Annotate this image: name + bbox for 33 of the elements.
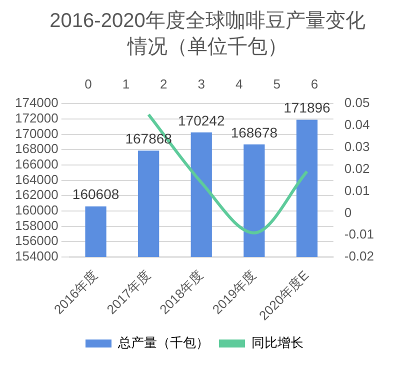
y2-tick-label: 0 [344,204,352,220]
y2-tick-label: 0.02 [344,160,370,176]
y2-tick-label: 0.05 [344,95,370,110]
y-tick-label: 156000 [14,233,58,248]
y2-tick-label: 0.03 [344,139,370,154]
y-tick-label: 164000 [14,172,58,187]
x2-tick-label: 3 [198,76,205,92]
x2-tick-label: 4 [235,76,243,92]
y-tick-label: 160000 [14,202,58,218]
y2-tick-label: -0.01 [344,226,374,242]
x2-tick-label: 5 [273,76,280,92]
y-tick-label: 170000 [14,126,58,141]
data-label: 171896 [284,100,331,116]
y-tick-label: 166000 [14,156,58,172]
y-tick-label: 158000 [14,218,58,233]
data-label: 170242 [178,112,225,128]
y2-tick-label: -0.02 [344,248,374,264]
y-tick-label: 168000 [14,141,58,156]
y-tick-label: 174000 [14,95,58,110]
legend-label: 总产量（千包） [117,335,209,350]
data-label: 168678 [230,124,278,140]
y2-tick-label: 0.01 [344,182,370,198]
y-tick-label: 172000 [14,110,58,126]
x2-tick-label: 2 [160,76,168,92]
data-label: 160608 [72,186,120,202]
y2-tick-label: 0.04 [344,117,370,132]
x2-tick-label: 6 [310,76,318,92]
x2-tick-label: 0 [84,76,92,92]
y-tick-label: 162000 [14,187,58,202]
chart-title: 2016-2020年度全球咖啡豆产量变化情况（单位千包） [48,9,366,60]
x2-tick-label: 1 [122,76,130,92]
y-tick-label: 154000 [14,248,58,264]
legend-label: 同比增长 [252,335,304,350]
